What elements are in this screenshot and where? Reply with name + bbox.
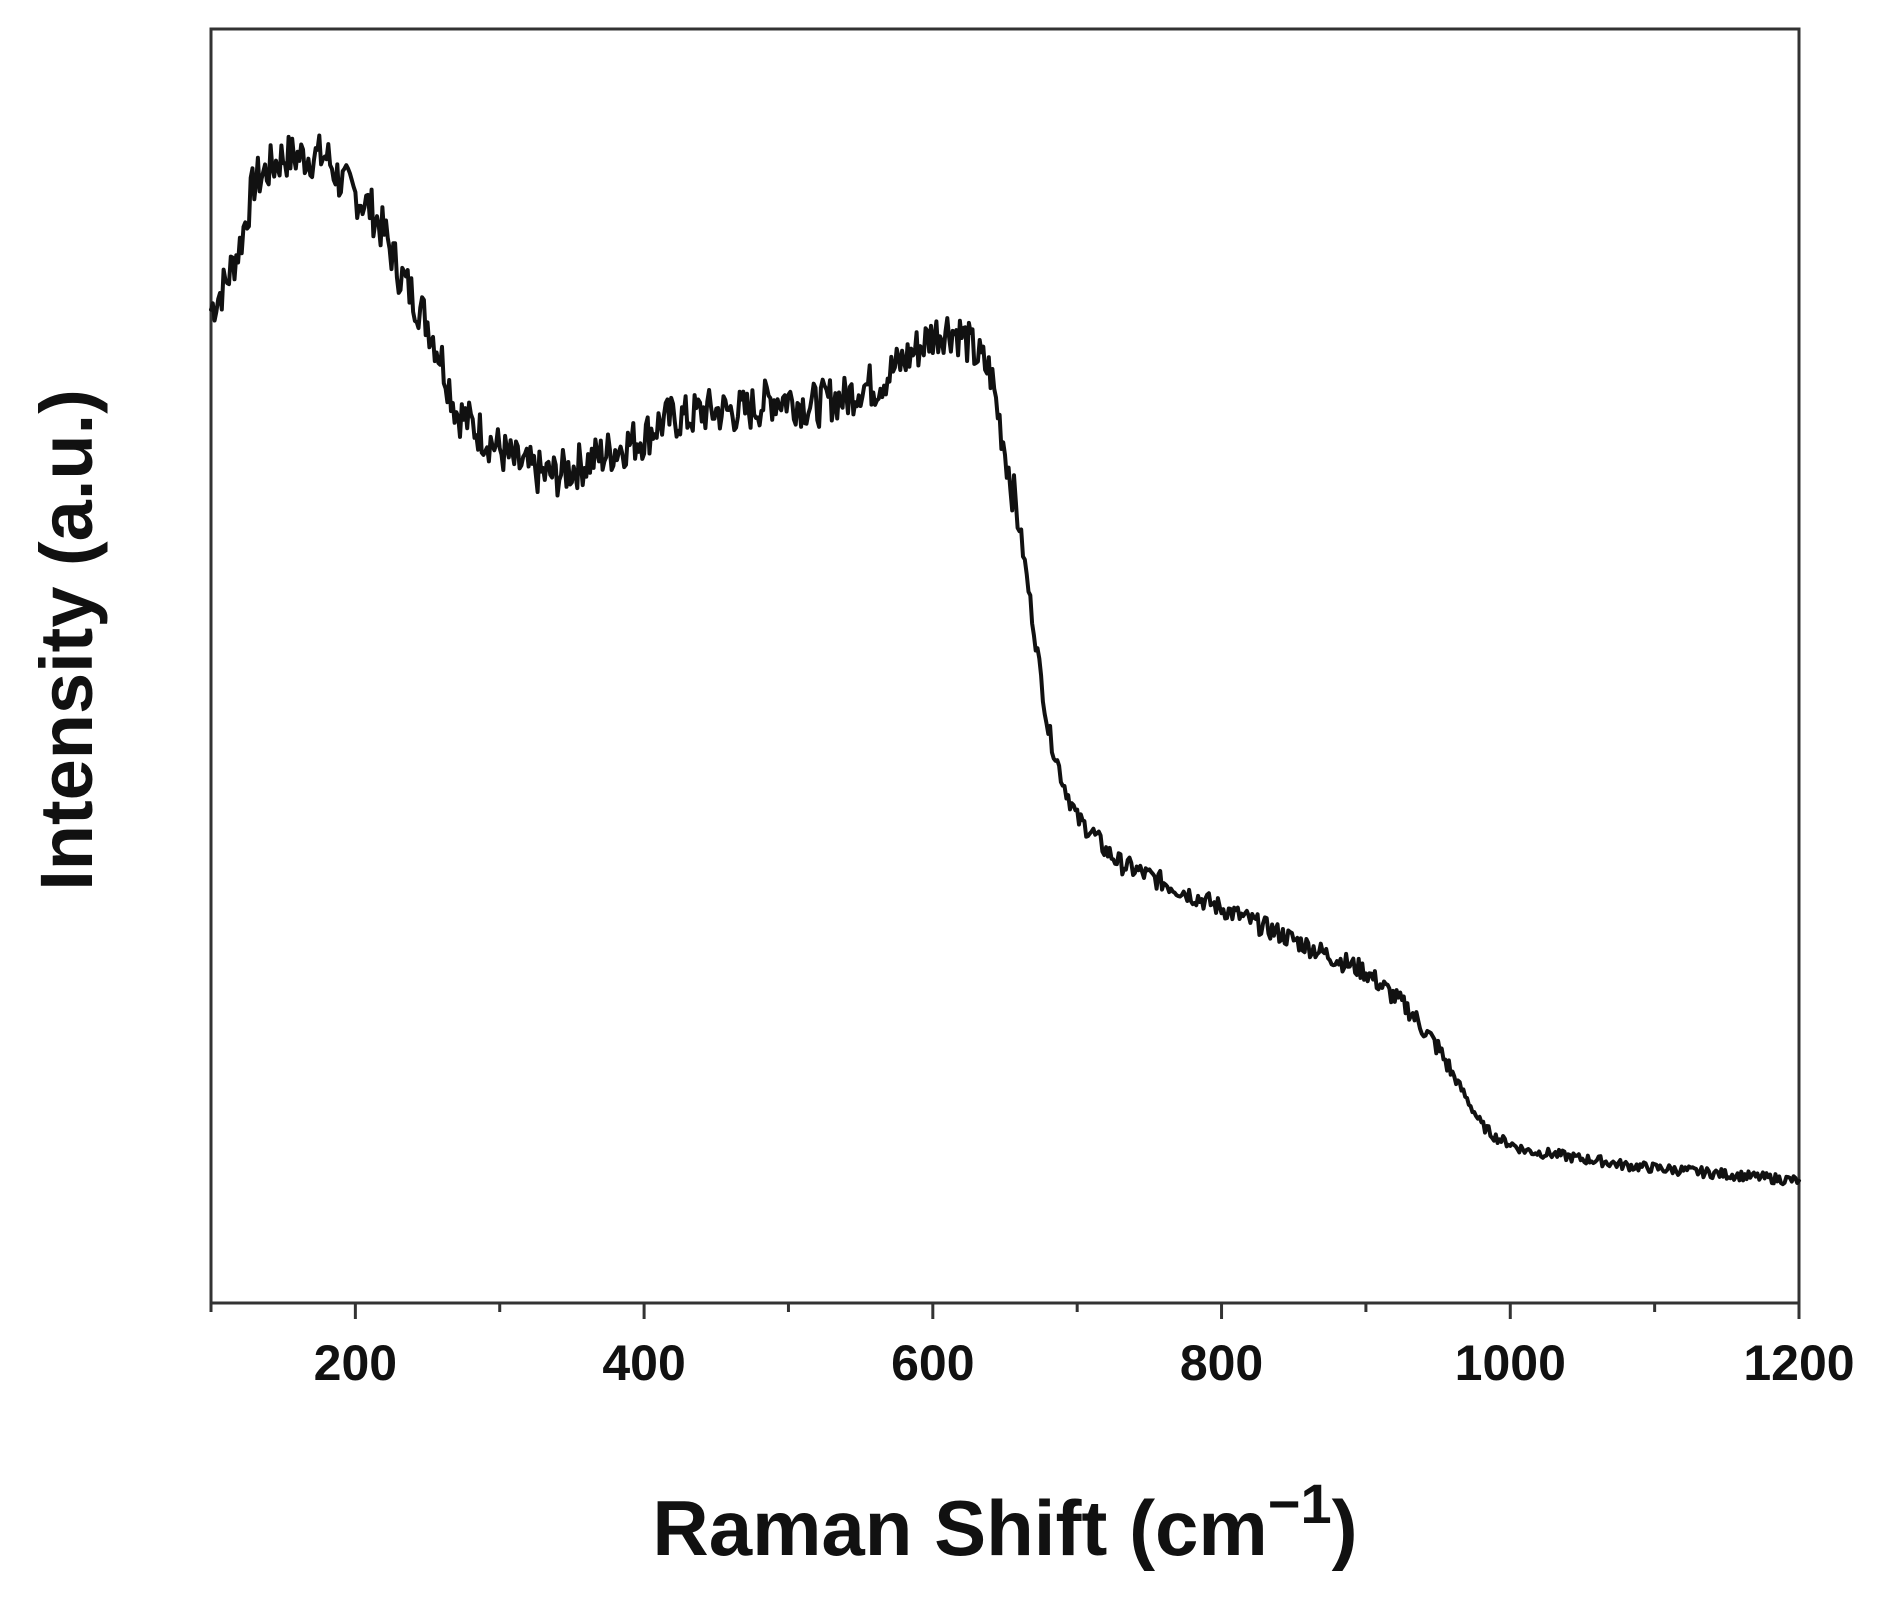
x-tick-label: 1200 bbox=[1743, 1335, 1854, 1391]
x-axis-title-close: ) bbox=[1332, 1484, 1358, 1572]
spectrum-line bbox=[209, 133, 1801, 1187]
x-tick-label: 200 bbox=[314, 1335, 397, 1391]
x-axis-title-superscript: −1 bbox=[1268, 1472, 1332, 1535]
x-tick-labels: 200 400 600 800 1000 1200 bbox=[314, 1335, 1855, 1391]
plot-frame bbox=[209, 27, 1801, 1305]
x-tick-label: 800 bbox=[1180, 1335, 1263, 1391]
x-tick-label: 600 bbox=[891, 1335, 974, 1391]
x-tick-marks bbox=[209, 1303, 1801, 1319]
x-tick-label: 400 bbox=[602, 1335, 685, 1391]
x-axis-title: Raman Shift (cm−1) bbox=[652, 1472, 1357, 1572]
x-tick-label: 1000 bbox=[1455, 1335, 1566, 1391]
y-axis-title: Intensity (a.u.) bbox=[25, 389, 108, 891]
x-axis-title-main: Raman Shift (cm bbox=[652, 1484, 1267, 1572]
